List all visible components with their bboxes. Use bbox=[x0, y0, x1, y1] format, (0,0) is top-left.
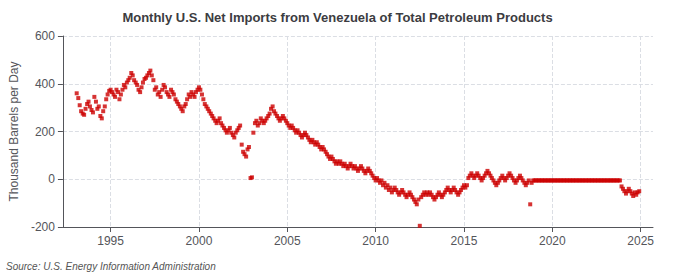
svg-text:400: 400 bbox=[35, 77, 55, 91]
svg-text:2020: 2020 bbox=[539, 234, 566, 248]
svg-text:2025: 2025 bbox=[627, 234, 654, 248]
svg-text:2015: 2015 bbox=[451, 234, 478, 248]
svg-text:1995: 1995 bbox=[97, 234, 124, 248]
svg-text:-200: -200 bbox=[31, 220, 55, 234]
svg-text:2005: 2005 bbox=[274, 234, 301, 248]
svg-text:Monthly U.S. Net Imports from: Monthly U.S. Net Imports from Venezuela … bbox=[122, 10, 552, 25]
svg-text:Source: U.S. Energy Informatio: Source: U.S. Energy Information Administ… bbox=[6, 261, 216, 272]
svg-text:2010: 2010 bbox=[362, 234, 389, 248]
svg-text:200: 200 bbox=[35, 125, 55, 139]
svg-text:0: 0 bbox=[48, 172, 55, 186]
svg-text:600: 600 bbox=[35, 29, 55, 43]
svg-text:2000: 2000 bbox=[186, 234, 213, 248]
svg-text:Thousand Barrels per Day: Thousand Barrels per Day bbox=[7, 61, 21, 201]
